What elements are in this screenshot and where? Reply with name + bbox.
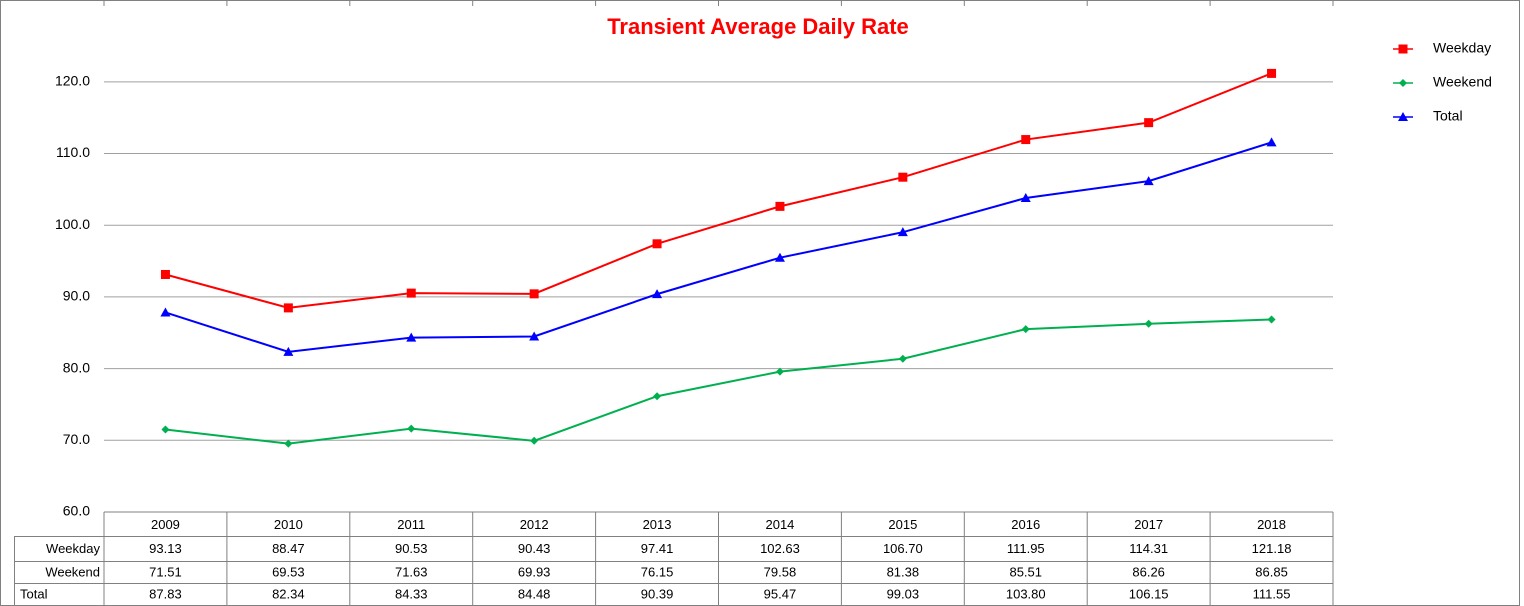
- x-tick-label: 2011: [397, 517, 425, 532]
- marker: [897, 227, 908, 237]
- marker: [1143, 176, 1154, 186]
- y-tick-label: 120.0: [55, 73, 90, 89]
- table-cell: 121.18: [1252, 541, 1292, 556]
- marker: [1021, 135, 1031, 145]
- x-tick-label: 2017: [1134, 517, 1163, 532]
- table-row-label: Weekend: [45, 564, 100, 579]
- y-tick-label: 80.0: [63, 359, 90, 375]
- marker: [529, 289, 539, 299]
- x-tick-label: 2013: [643, 517, 672, 532]
- table-cell: 84.48: [518, 586, 551, 601]
- marker: [530, 436, 539, 445]
- table-cell: 71.51: [149, 564, 182, 579]
- table-cell: 69.53: [272, 564, 305, 579]
- line: [165, 72, 1272, 309]
- table-cell: 69.93: [518, 564, 551, 579]
- y-tick-label: 110.0: [56, 144, 90, 160]
- table-cell: 97.41: [641, 541, 674, 556]
- y-tick-label: 100.0: [55, 216, 90, 232]
- table-cell: 82.34: [272, 586, 305, 601]
- marker: [774, 252, 785, 262]
- marker: [1267, 315, 1276, 324]
- marker: [652, 239, 662, 249]
- legend-label: Weekend: [1433, 74, 1492, 90]
- marker: [775, 367, 784, 376]
- table-cell: 87.83: [149, 586, 182, 601]
- marker: [160, 307, 171, 317]
- marker: [898, 172, 908, 182]
- table-cell: 86.85: [1255, 564, 1288, 579]
- marker: [407, 424, 416, 433]
- table-cell: 99.03: [887, 586, 920, 601]
- table-cell: 95.47: [764, 586, 797, 601]
- table-cell: 88.47: [272, 541, 305, 556]
- table-cell: 85.51: [1009, 564, 1042, 579]
- y-tick-label: 70.0: [63, 431, 90, 447]
- marker: [1020, 192, 1031, 202]
- marker: [1144, 118, 1154, 128]
- table-cell: 71.63: [395, 564, 428, 579]
- table-cell: 106.15: [1129, 586, 1169, 601]
- x-tick-label: 2015: [888, 517, 917, 532]
- marker: [283, 346, 294, 356]
- table-cell: 111.55: [1253, 586, 1291, 601]
- marker: [1021, 325, 1030, 334]
- marker: [653, 392, 662, 401]
- x-tick-label: 2010: [274, 517, 303, 532]
- table-cell: 103.80: [1006, 586, 1046, 601]
- x-tick-label: 2016: [1011, 517, 1040, 532]
- marker: [1267, 68, 1277, 78]
- chart-title: Transient Average Daily Rate: [607, 14, 909, 39]
- marker: [406, 332, 417, 342]
- table-cell: 84.33: [395, 586, 428, 601]
- table-cell: 106.70: [883, 541, 923, 556]
- marker: [652, 289, 663, 299]
- marker: [406, 288, 416, 298]
- table-cell: 79.58: [764, 564, 797, 579]
- table-row-label: Weekday: [46, 541, 100, 556]
- marker: [284, 439, 293, 448]
- line: [165, 318, 1272, 445]
- table-row-label: Total: [20, 586, 48, 601]
- table-cell: 114.31: [1129, 541, 1168, 556]
- marker: [1266, 137, 1277, 147]
- marker: [898, 354, 907, 363]
- table-cell: 81.38: [887, 564, 920, 579]
- table-cell: 86.26: [1132, 564, 1165, 579]
- table-cell: 102.63: [760, 541, 800, 556]
- table-cell: 90.53: [395, 541, 428, 556]
- table-cell: 76.15: [641, 564, 674, 579]
- x-tick-label: 2012: [520, 517, 549, 532]
- marker: [529, 331, 540, 341]
- table-cell: 90.39: [641, 586, 674, 601]
- marker: [283, 303, 293, 313]
- table-cell: 93.13: [149, 541, 182, 556]
- marker: [775, 201, 785, 211]
- y-tick-label: 90.0: [63, 288, 90, 304]
- marker: [1398, 112, 1408, 121]
- marker: [1144, 319, 1153, 328]
- x-tick-label: 2014: [765, 517, 794, 532]
- marker: [1398, 44, 1408, 54]
- y-tick-label: 60.0: [63, 503, 90, 519]
- marker: [1399, 79, 1407, 87]
- table-cell: 90.43: [518, 541, 551, 556]
- x-tick-label: 2009: [151, 517, 180, 532]
- line: [165, 141, 1272, 353]
- x-tick-label: 2018: [1257, 517, 1286, 532]
- legend-label: Weekday: [1433, 40, 1491, 56]
- marker: [160, 269, 170, 279]
- marker: [161, 425, 170, 434]
- legend-label: Total: [1433, 108, 1463, 124]
- table-cell: 111.95: [1007, 541, 1045, 556]
